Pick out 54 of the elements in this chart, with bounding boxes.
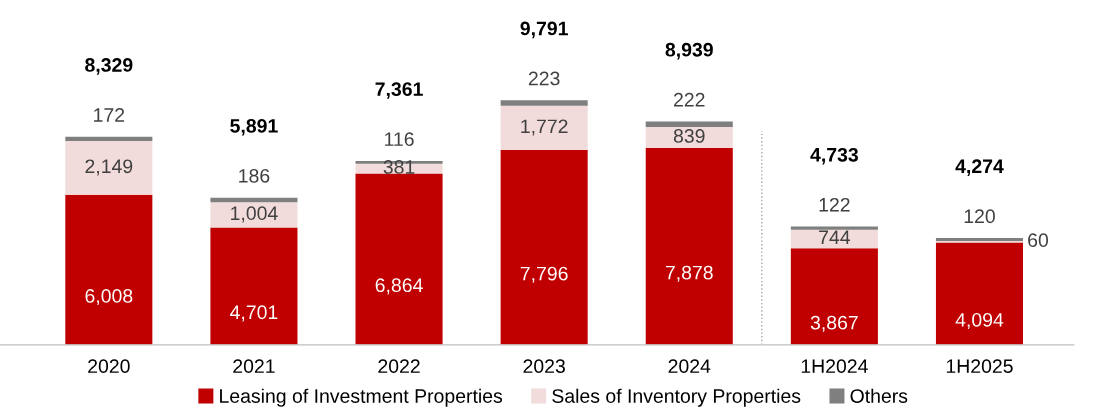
data-label: 60: [1028, 233, 1049, 248]
data-label: 1,004: [231, 206, 278, 223]
data-label: 223: [528, 71, 560, 86]
bar: [65, 194, 153, 345]
data-label: 7,796: [520, 266, 568, 283]
data-label: 744: [819, 230, 851, 244]
x-tick-label: 2020: [88, 359, 130, 374]
bar: [645, 148, 733, 345]
bar: [65, 141, 153, 195]
data-label: 839: [673, 129, 705, 143]
total-label: 8,329: [85, 58, 133, 75]
total-label: 4,733: [810, 147, 858, 165]
data-label: 222: [674, 92, 705, 107]
data-label: 7,878: [665, 265, 713, 282]
data-label: 186: [239, 168, 270, 183]
data-label: 381: [383, 160, 415, 174]
data-label: 172: [94, 108, 125, 122]
data-label: 1,772: [521, 119, 568, 136]
data-label: 3,867: [810, 315, 858, 332]
x-tick-label: 2022: [378, 359, 420, 374]
data-label: 122: [819, 197, 850, 212]
bar: [790, 248, 878, 345]
total-label: 9,791: [520, 21, 568, 39]
bar: [355, 173, 443, 345]
x-tick-label: 1H2024: [801, 359, 868, 374]
total-label: 5,891: [230, 118, 278, 136]
bar: [500, 105, 588, 151]
total-label: 7,361: [375, 82, 423, 99]
bar: [645, 121, 733, 128]
bar: [500, 150, 588, 345]
data-label: 6,864: [375, 278, 423, 295]
bar: [210, 202, 298, 228]
data-label: 4,701: [230, 305, 278, 322]
x-tick-label: 2021: [233, 359, 275, 374]
data-label: 116: [385, 132, 414, 147]
bar: [500, 100, 588, 106]
data-label: 120: [964, 209, 995, 224]
data-label: 4,094: [955, 312, 1004, 330]
x-tick-label: 2023: [523, 359, 565, 374]
x-tick-label: 1H2025: [946, 359, 1013, 374]
data-label: 2,149: [85, 159, 133, 176]
bar: [210, 227, 298, 345]
legend-label: Sales of Inventory Properties: [552, 388, 801, 407]
legend-label: Leasing of Investment Properties: [220, 388, 503, 407]
data-label: 6,008: [85, 289, 133, 306]
total-label: 4,274: [955, 159, 1004, 176]
bar: [65, 136, 153, 142]
total-label: 8,939: [665, 42, 713, 60]
bar: [645, 127, 733, 149]
bar: [935, 242, 1023, 345]
x-tick-label: 2024: [668, 359, 711, 374]
legend-label: Others: [850, 388, 908, 403]
bar: [790, 229, 878, 249]
bar: [790, 226, 878, 230]
